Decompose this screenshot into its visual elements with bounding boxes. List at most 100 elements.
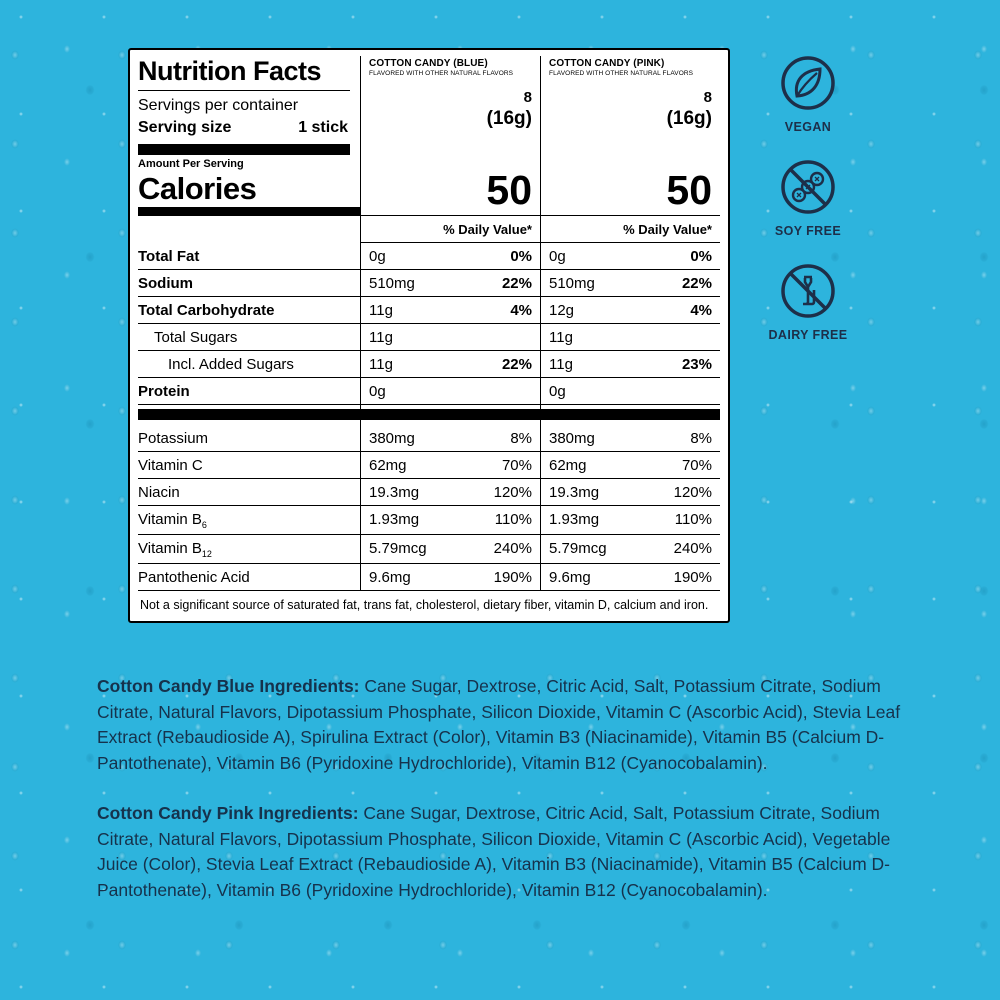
- nutrient-row: Niacin 19.3mg 120% 19.3mg 120%: [138, 479, 720, 506]
- panel-header: Nutrition Facts Servings per container S…: [138, 56, 720, 155]
- nutrient-amount: 0g: [549, 248, 566, 265]
- nutrient-value-cell-pink: 9.6mg 190%: [540, 564, 720, 591]
- nutrient-amount: 510mg: [369, 275, 415, 292]
- nutrient-amount: 380mg: [549, 430, 595, 447]
- separator-bar: [138, 144, 350, 155]
- soy-free-label: SOY FREE: [774, 224, 842, 238]
- nutrient-daily-value: 22%: [501, 356, 532, 373]
- nutrient-value-cell-blue: 0g 0%: [360, 243, 540, 270]
- nutrient-amount: 19.3mg: [369, 484, 420, 501]
- nutrient-row: Pantothenic Acid 9.6mg 190% 9.6mg 190%: [138, 564, 720, 591]
- nutrient-row: Vitamin B6 1.93mg 110% 1.93mg 110%: [138, 506, 720, 535]
- nutrient-daily-value: 240%: [493, 540, 532, 557]
- nutrient-amount: 380mg: [369, 430, 415, 447]
- nutrient-row: Sodium 510mg 22% 510mg 22%: [138, 270, 720, 297]
- ingredients-blue-title: Cotton Candy Blue Ingredients:: [97, 676, 360, 696]
- nutrient-label: Sodium: [138, 270, 360, 297]
- ingredients-section: Cotton Candy Blue Ingredients: Cane Suga…: [97, 674, 915, 903]
- nutrient-amount: 19.3mg: [549, 484, 600, 501]
- nutrient-amount: 9.6mg: [549, 569, 591, 586]
- calories-value-blue: 50: [360, 155, 540, 216]
- nutrient-label: Niacin: [138, 479, 360, 506]
- nutrient-amount: 0g: [369, 383, 386, 400]
- nutrient-value-cell-blue: 11g 22%: [360, 351, 540, 378]
- serving-size-row: Serving size 1 stick: [138, 117, 350, 139]
- vegan-badge: VEGAN: [779, 54, 837, 134]
- servings-per-container-label: Servings per container: [138, 97, 299, 114]
- nutrient-value-cell-pink: 62mg 70%: [540, 452, 720, 479]
- calories-band: Amount Per Serving Calories 50 50: [138, 155, 720, 216]
- nutrient-daily-value: 8%: [690, 430, 712, 447]
- amount-per-serving-label: Amount Per Serving: [138, 158, 244, 170]
- separator-bar-cell: [138, 405, 360, 425]
- diet-badges: VEGAN SOY FREE DAIRY FREE: [753, 54, 863, 366]
- column-serving-size: (16g): [486, 108, 532, 129]
- nutrient-amount: 62mg: [369, 457, 407, 474]
- nutrient-row: Incl. Added Sugars 11g 22% 11g 23%: [138, 351, 720, 378]
- nutrient-label: Vitamin B6: [138, 506, 360, 535]
- nutrient-amount: 11g: [369, 329, 393, 346]
- nutrient-daily-value: 22%: [681, 275, 712, 292]
- nutrient-row: Vitamin B12 5.79mcg 240% 5.79mcg 240%: [138, 535, 720, 564]
- nutrient-amount: 11g: [369, 356, 393, 373]
- nutrient-label: Potassium: [138, 425, 360, 452]
- daily-value-header-pink: % Daily Value*: [540, 216, 720, 243]
- nutrient-row: Potassium 380mg 8% 380mg 8%: [138, 425, 720, 452]
- ingredients-pink: Cotton Candy Pink Ingredients: Cane Suga…: [97, 801, 915, 903]
- nutrient-daily-value: 240%: [673, 540, 712, 557]
- nutrition-facts-panel: Nutrition Facts Servings per container S…: [128, 48, 730, 623]
- separator-bar-cell: [360, 405, 540, 425]
- separator-bar: [541, 409, 720, 420]
- nutrient-daily-value: 110%: [674, 511, 712, 528]
- nutrient-value-cell-blue: 11g 4%: [360, 297, 540, 324]
- nutrient-amount: 12g: [549, 302, 575, 319]
- nutrient-amount: 0g: [549, 383, 566, 400]
- nutrient-amount: 62mg: [549, 457, 587, 474]
- nutrient-value-cell-blue: 11g: [360, 324, 540, 351]
- nutrient-label: Incl. Added Sugars: [138, 351, 360, 378]
- column-serving-size: (16g): [666, 108, 712, 129]
- nutrient-value-cell-blue: 5.79mcg 240%: [360, 535, 540, 564]
- nutrient-value-cell-pink: 510mg 22%: [540, 270, 720, 297]
- nutrient-value-cell-blue: 9.6mg 190%: [360, 564, 540, 591]
- no-dairy-icon: [781, 264, 835, 318]
- nutrient-daily-value: 22%: [501, 275, 532, 292]
- calories-value-pink: 50: [540, 155, 720, 216]
- separator-bar: [361, 409, 540, 420]
- nutrient-label: Pantothenic Acid: [138, 564, 360, 591]
- nutrient-value-cell-pink: 12g 4%: [540, 297, 720, 324]
- nutrient-value-cell-blue: 62mg 70%: [360, 452, 540, 479]
- nutrition-facts-title: Nutrition Facts: [138, 56, 350, 91]
- column-header-blue: COTTON CANDY (BLUE) FLAVORED WITH OTHER …: [360, 56, 540, 155]
- nutrient-daily-value: 190%: [493, 569, 532, 586]
- nutrient-value-cell-blue: 19.3mg 120%: [360, 479, 540, 506]
- separator-bar-cell: [540, 405, 720, 425]
- nutrient-daily-value: 120%: [673, 484, 712, 501]
- nutrient-amount: 1.93mg: [369, 511, 420, 528]
- nutrient-rows: Total Fat 0g 0% 0g 0% Sodium 510mg 22% 510mg 22% T…: [138, 243, 720, 591]
- nutrient-value-cell-blue: 380mg 8%: [360, 425, 540, 452]
- nutrient-row: Vitamin C 62mg 70% 62mg 70%: [138, 452, 720, 479]
- nutrient-amount: 510mg: [549, 275, 595, 292]
- nutrient-label: Total Sugars: [138, 324, 360, 351]
- nutrient-daily-value: 110%: [494, 511, 532, 528]
- nutrient-amount: 5.79mcg: [369, 540, 427, 557]
- nutrient-label: Total Carbohydrate: [138, 297, 360, 324]
- nutrient-amount: 9.6mg: [369, 569, 411, 586]
- nutrient-amount: 5.79mcg: [549, 540, 607, 557]
- nutrient-daily-value: 4%: [690, 302, 712, 319]
- nutrient-amount: 11g: [369, 302, 393, 319]
- nutrient-label: Protein: [138, 378, 360, 405]
- column-name: COTTON CANDY (PINK): [549, 58, 665, 69]
- calories-label: Calories: [138, 171, 257, 206]
- nutrient-daily-value: 190%: [673, 569, 712, 586]
- no-soy-icon: [781, 160, 835, 214]
- nutrient-daily-value: 70%: [501, 457, 532, 474]
- daily-value-header-band: % Daily Value* % Daily Value*: [138, 216, 720, 243]
- nutrient-daily-value: 0%: [690, 248, 712, 265]
- nutrient-row: Total Fat 0g 0% 0g 0%: [138, 243, 720, 270]
- column-header-pink: COTTON CANDY (PINK) FLAVORED WITH OTHER …: [540, 56, 720, 155]
- soy-free-badge: SOY FREE: [775, 158, 841, 238]
- nutrient-daily-value: 120%: [493, 484, 532, 501]
- nutrient-daily-value: 0%: [510, 248, 532, 265]
